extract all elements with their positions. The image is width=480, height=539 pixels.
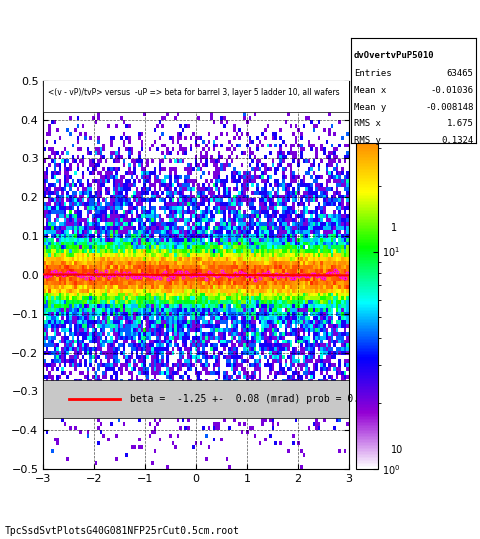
- Text: 1: 1: [390, 223, 396, 233]
- Bar: [43, 379, 348, 418]
- Text: -0.01036: -0.01036: [430, 86, 473, 95]
- Bar: [43, 73, 348, 112]
- Text: Mean y: Mean y: [353, 102, 385, 112]
- Text: 10: 10: [390, 445, 402, 454]
- Text: TpcSsdSvtPlotsG40G081NFP25rCut0.5cm.root: TpcSsdSvtPlotsG40G081NFP25rCut0.5cm.root: [5, 526, 240, 536]
- Text: beta =  -1.25 +-  0.08 (mrad) prob = 0.122: beta = -1.25 +- 0.08 (mrad) prob = 0.122: [130, 394, 376, 404]
- Text: -0.008148: -0.008148: [424, 102, 473, 112]
- Text: <(v - vP)/tvP> versus  -uP => beta for barrel 3, layer 5 ladder 10, all wafers: <(v - vP)/tvP> versus -uP => beta for ba…: [48, 88, 339, 97]
- Text: dvOvertvPuP5010: dvOvertvPuP5010: [353, 51, 433, 60]
- Text: 1.675: 1.675: [446, 120, 473, 128]
- Text: RMS x: RMS x: [353, 120, 380, 128]
- Text: 63465: 63465: [446, 69, 473, 78]
- Text: Mean x: Mean x: [353, 86, 385, 95]
- Text: Entries: Entries: [353, 69, 390, 78]
- Text: RMS y: RMS y: [353, 136, 380, 145]
- Text: 0.1324: 0.1324: [441, 136, 473, 145]
